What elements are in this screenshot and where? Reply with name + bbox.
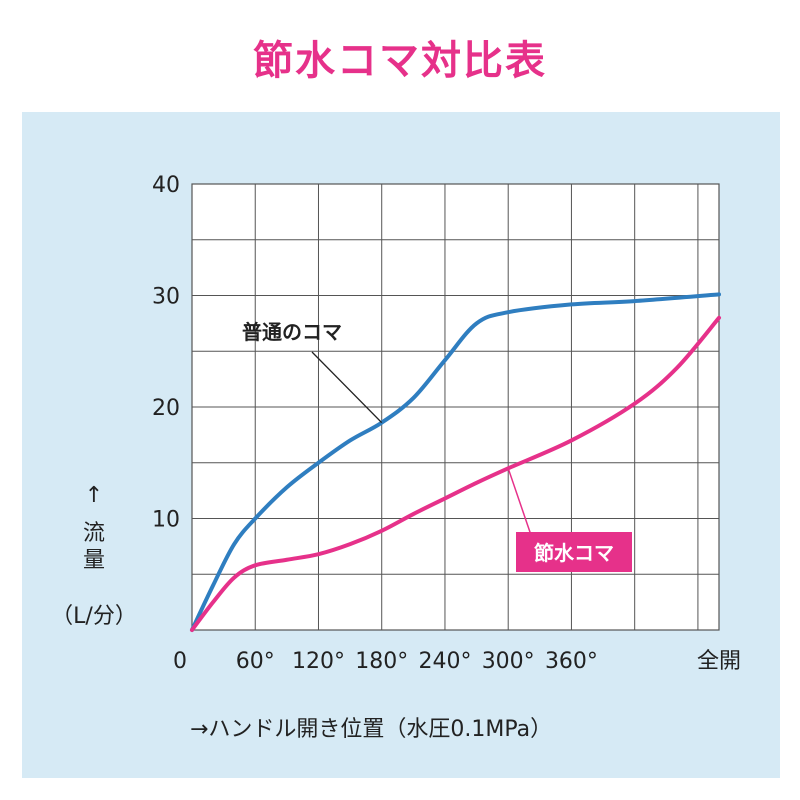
blue-series-label: 普通のコマ	[242, 320, 342, 344]
pink-label-box	[516, 532, 632, 572]
x-tick-label: 360°	[545, 649, 598, 674]
x-tick-label: 300°	[482, 649, 535, 674]
tick-labels: 10 20 30 40 0 60° 120° 180° 240° 300° 360° 全開	[152, 173, 741, 674]
y-tick-label: 30	[152, 285, 180, 310]
y-axis-unit: （L/分）	[51, 604, 137, 629]
y-tick-label: 10	[152, 508, 180, 533]
line-chart: 10 20 30 40 0 60° 120° 180° 240° 300° 360° 全開 普通のコマ…	[51, 173, 741, 742]
x-tick-label: 全開	[697, 649, 741, 674]
y-axis-arrow: ↑	[85, 483, 103, 508]
y-axis-label-1: 流	[83, 521, 105, 546]
blue-leader-line	[311, 351, 383, 424]
pink-leader-line	[507, 468, 533, 539]
x-tick-label: 240°	[418, 649, 471, 674]
series-line-0	[190, 292, 721, 632]
x-tick-label: 120°	[292, 649, 345, 674]
y-tick-label: 40	[152, 173, 180, 198]
y-axis-label-2: 量	[83, 548, 105, 573]
chart-panel: 10 20 30 40 0 60° 120° 180° 240° 300° 360° 全開 普通のコマ…	[22, 112, 780, 778]
x-tick-label: 60°	[236, 649, 275, 674]
x-axis-label: →ハンドル開き位置（水圧0.1MPa）	[190, 717, 552, 742]
series-line-1	[190, 315, 721, 632]
chart-title: 節水コマ対比表	[253, 38, 547, 84]
x-tick-label: 0	[173, 649, 187, 674]
axis-labels: ↑ 流量 （L/分） →ハンドル開き位置（水圧0.1MPa）	[51, 483, 552, 742]
y-tick-label: 20	[152, 396, 180, 421]
x-tick-label: 180°	[355, 649, 408, 674]
pink-series-label: 節水コマ	[534, 541, 614, 565]
series-layer	[190, 292, 721, 632]
